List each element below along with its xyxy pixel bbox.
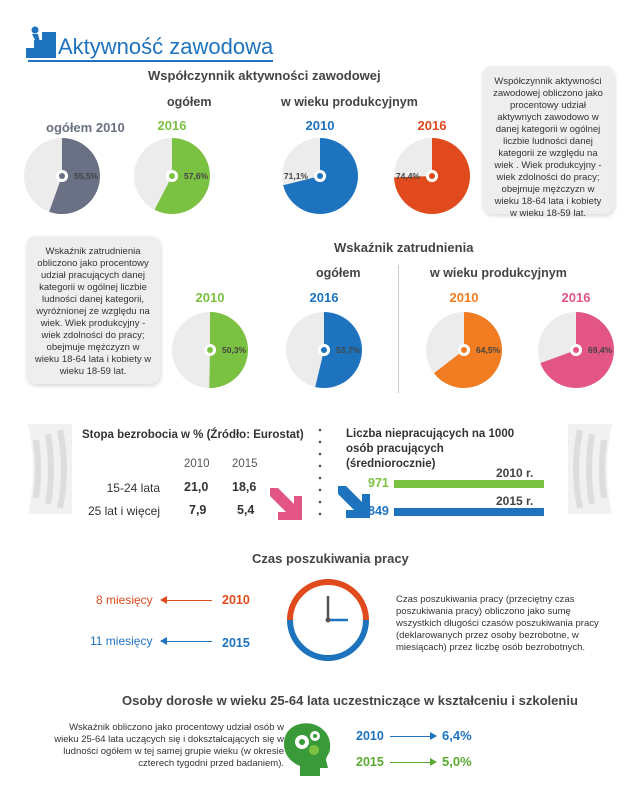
donut-value-label: 55,5%	[74, 171, 99, 181]
donut-2: 64,5%	[426, 312, 503, 388]
donut-center-dot	[429, 173, 435, 179]
employment-group-working-age: w wieku produkcyjnym	[430, 266, 567, 280]
donut-center-dot	[169, 173, 175, 179]
donut-center-dot	[321, 347, 327, 353]
arrow-right-icon	[430, 758, 437, 766]
unemployment-row-label: 25 lat i więcej	[87, 504, 160, 518]
donut-0: 50,3%	[172, 312, 248, 388]
employment-divider	[398, 265, 399, 393]
activity-group-working-age: w wieku produkcyjnym	[281, 95, 418, 109]
dependency-year-2015: 2015 r.	[496, 494, 534, 508]
donut-value-label: 71,1%	[284, 171, 309, 181]
donut-slice	[540, 312, 614, 388]
year-label: 2016	[562, 290, 591, 305]
employment-group-total: ogółem	[316, 266, 361, 280]
donut-3: 74,4%	[394, 138, 470, 214]
donut-1: 53,7%	[286, 312, 362, 388]
donut-value-label: 53,7%	[336, 345, 361, 355]
donut-center-dot	[317, 173, 323, 179]
dependency-title: Liczba niepracujących na 1000 osób pracu…	[346, 428, 515, 470]
year-label: 2010	[306, 118, 335, 133]
year-label: 2016	[158, 118, 187, 133]
donut-value-label: 69,4%	[588, 345, 613, 355]
job-search-year-2010: 2010	[222, 593, 250, 607]
unemployment-row-2010: 21,0	[184, 480, 209, 494]
title-underline	[28, 60, 273, 62]
donut-3: 69,4%	[538, 312, 614, 388]
donut-center-dot	[573, 347, 579, 353]
decrease-arrow-icon	[338, 486, 370, 518]
head-gears-icon	[284, 723, 331, 776]
activity-note: Współczynnik aktywności zawodowej oblicz…	[482, 66, 614, 219]
donut-2: 71,1%	[282, 138, 359, 214]
donut-center-dot	[207, 347, 213, 353]
education-arrow-line	[390, 762, 430, 763]
dependency-bar-2010	[394, 480, 544, 488]
unemployment-col-2015: 2015	[232, 458, 258, 470]
education-title: Osoby dorosłe w wieku 25-64 lata uczestn…	[122, 693, 578, 708]
year-label: 2010	[196, 290, 225, 305]
job-search-note: Czas poszukiwania pracy (przeciętny czas…	[396, 594, 599, 653]
donut-slice	[209, 312, 248, 388]
page-title: Aktywność zawodowa	[58, 34, 274, 59]
donut-1: 57,6%	[134, 138, 210, 214]
job-search-arrow-line	[164, 641, 212, 642]
education-year-2015: 2015	[356, 755, 384, 769]
dependency-year-2010: 2010 r.	[496, 466, 534, 480]
clock-icon	[287, 579, 369, 661]
education-value-2015: 5,0%	[442, 754, 472, 769]
donut-slice	[49, 138, 100, 214]
education-arrow-line	[390, 736, 430, 737]
donut-slice	[283, 138, 359, 214]
arrow-left-icon	[160, 596, 167, 604]
section-dotted-divider	[318, 424, 322, 524]
arrow-right-icon	[430, 732, 437, 740]
job-search-title: Czas poszukiwania pracy	[252, 551, 409, 566]
year-label: 2010	[450, 290, 479, 305]
education-note: Wskaźnik obliczono jako procentowy udzia…	[54, 722, 284, 769]
unemployment-row-2015: 5,4	[237, 503, 255, 517]
year-label: 2016	[310, 290, 339, 305]
unemployment-col-2010: 2010	[184, 458, 210, 470]
decrease-arrow-icon	[270, 488, 302, 520]
education-year-2010: 2010	[356, 729, 384, 743]
unemployment-title: Stopa bezrobocia w % (Źródło: Eurostat)	[82, 429, 304, 441]
activity-donut-chart: 55,5% 57,6% 71,1% 74,4% 2016 2010 2016	[24, 118, 470, 214]
unemployment-row-2015: 18,6	[232, 480, 257, 494]
job-search-label-2015: 11 miesięcy	[90, 634, 153, 648]
employment-title: Wskaźnik zatrudnienia	[334, 240, 474, 255]
climbing-person-icon	[26, 26, 56, 58]
donut-slice	[394, 138, 470, 214]
donut-value-label: 74,4%	[396, 171, 421, 181]
unemployment-row-label: 15-24 lata	[106, 481, 160, 495]
donut-slice	[154, 138, 210, 214]
donut-value-label: 50,3%	[222, 345, 247, 355]
donut-center-dot	[461, 347, 467, 353]
unemployment-row-2010: 7,9	[189, 503, 207, 517]
education-value-2010: 6,4%	[442, 728, 472, 743]
donut-center-dot	[59, 173, 65, 179]
job-search-year-2015: 2015	[222, 636, 250, 650]
donut-slice	[433, 312, 503, 388]
donut-value-label: 64,5%	[476, 345, 501, 355]
donut-0: 55,5%	[24, 138, 100, 214]
donut-value-label: 57,6%	[184, 171, 209, 181]
dependency-value-2010: 971	[368, 476, 389, 490]
dependency-bar-2015	[394, 508, 544, 516]
arrow-left-icon	[160, 637, 167, 645]
activity-group-total: ogółem	[167, 95, 212, 109]
job-search-arrow-line	[164, 600, 212, 601]
employment-donut-chart: 50,3% 53,7% 64,5% 69,4% 2010 2016 2010 2016	[172, 290, 614, 388]
job-search-label-2010: 8 miesięcy	[96, 593, 153, 607]
activity-title: Współczynnik aktywności zawodowej	[148, 68, 381, 83]
employment-note: Wskaźnik zatrudnienia obliczono jako pro…	[26, 236, 160, 384]
dependency-value-2015: 849	[368, 504, 389, 518]
activity-year-label: ogółem 2010	[46, 120, 125, 135]
donut-slice	[315, 312, 362, 388]
year-label: 2016	[418, 118, 447, 133]
